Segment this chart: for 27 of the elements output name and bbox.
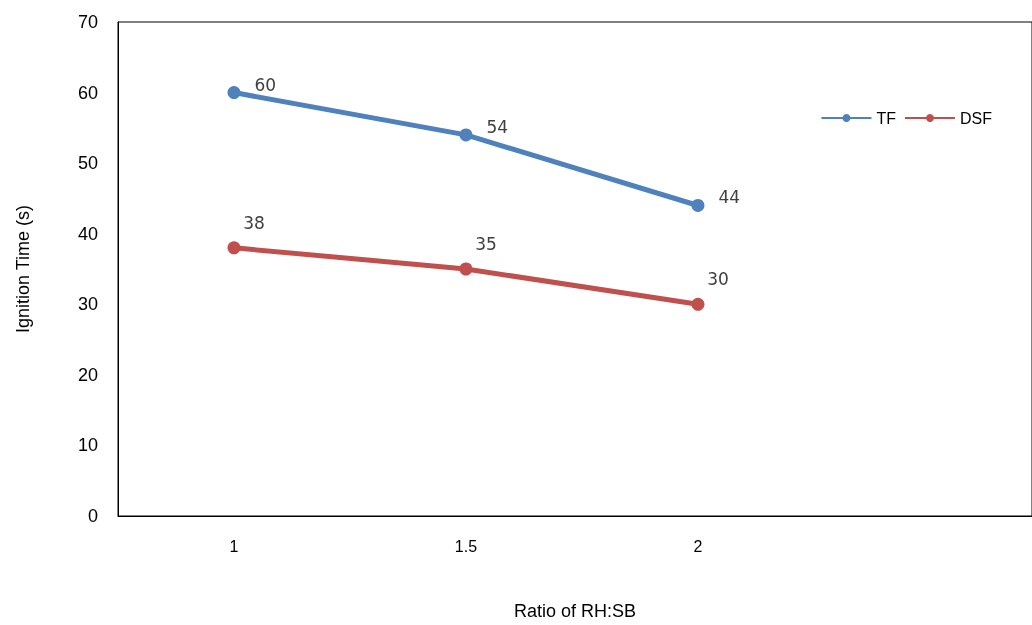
point bbox=[691, 297, 705, 311]
y-tick-label: 20 bbox=[77, 364, 98, 385]
y-tick-label: 50 bbox=[77, 153, 98, 174]
point bbox=[227, 241, 241, 255]
y-tick-label: 70 bbox=[77, 12, 98, 32]
y-tick-label: 60 bbox=[77, 82, 98, 103]
y-tick-label: 0 bbox=[87, 506, 98, 526]
y-axis-title: Ignition Time (s) bbox=[13, 204, 33, 334]
legend-label: DSF bbox=[960, 109, 993, 127]
data-label: 44 bbox=[718, 187, 741, 208]
data-label: 60 bbox=[254, 74, 277, 95]
data-label: 30 bbox=[707, 269, 729, 290]
x-tick-label: 2 bbox=[693, 537, 703, 555]
x-tick-label: 1 bbox=[229, 537, 239, 555]
point bbox=[459, 128, 473, 142]
point bbox=[227, 86, 241, 100]
data-label: 54 bbox=[486, 116, 509, 137]
x-tick-label: 1.5 bbox=[454, 537, 478, 555]
legend-label: TF bbox=[876, 109, 897, 127]
data-label: 38 bbox=[243, 212, 265, 233]
x-axis-title: Ratio of RH:SB bbox=[513, 601, 637, 621]
point bbox=[691, 198, 705, 212]
point bbox=[459, 262, 473, 276]
y-tick-label: 30 bbox=[77, 294, 98, 315]
y-tick-label: 40 bbox=[77, 223, 98, 244]
y-tick-label: 10 bbox=[77, 435, 98, 456]
data-label: 35 bbox=[475, 234, 497, 254]
